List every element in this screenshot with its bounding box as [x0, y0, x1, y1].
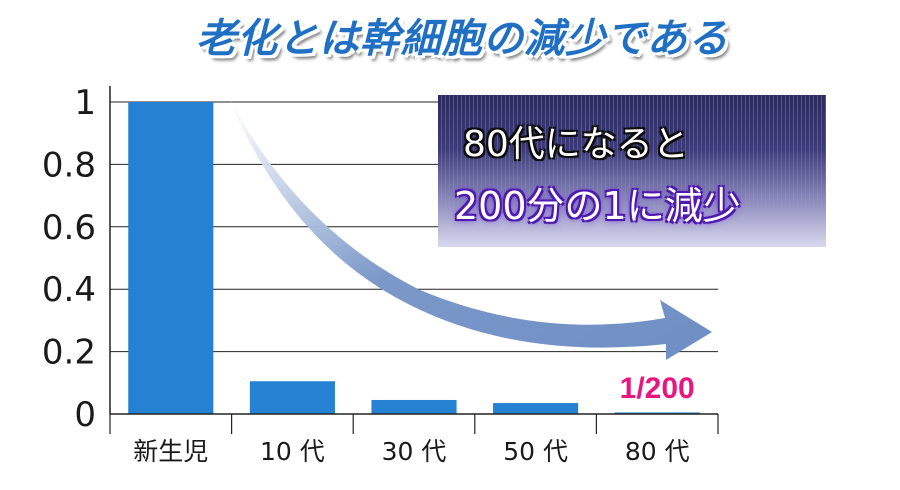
y-tick-label-0: 0 — [74, 395, 96, 435]
trend-arrow — [230, 100, 712, 360]
chart-title: 老化とは幹細胞の減少である — [196, 16, 729, 62]
bars — [128, 102, 700, 414]
x-tick-label-0: 新生児 — [133, 437, 208, 466]
bar-2 — [371, 399, 457, 414]
callout-panel: 80代になると 200分の1に減少 — [438, 95, 826, 247]
x-tick-label-3: 50 代 — [503, 437, 568, 466]
y-tick-label-3: 0.6 — [42, 208, 96, 248]
callout-line-2: 200分の1に減少 — [454, 184, 741, 228]
y-tick-label-2: 0.4 — [42, 270, 96, 310]
bar-3 — [493, 403, 579, 414]
bar-4 — [614, 412, 700, 414]
speed-lines — [438, 95, 826, 247]
x-tick-label-1: 10 代 — [260, 437, 325, 466]
x-tick-label-2: 30 代 — [382, 437, 447, 466]
x-tick-label-4: 80 代 — [625, 437, 690, 466]
y-tick-label-5: 1 — [74, 83, 96, 123]
y-tick-label-1: 0.2 — [42, 333, 96, 373]
x-tick-labels: 新生児 10 代 30 代 50 代 80 代 — [133, 437, 689, 466]
annotation-1-200: 1/200 — [620, 372, 695, 405]
y-tick-label-4: 0.8 — [42, 145, 96, 185]
y-tick-labels: 0 0.2 0.4 0.6 0.8 1 — [42, 83, 96, 435]
axes — [109, 86, 719, 434]
bar-0 — [128, 102, 214, 414]
bar-1 — [249, 381, 335, 414]
callout-line-1: 80代になると — [463, 124, 689, 165]
